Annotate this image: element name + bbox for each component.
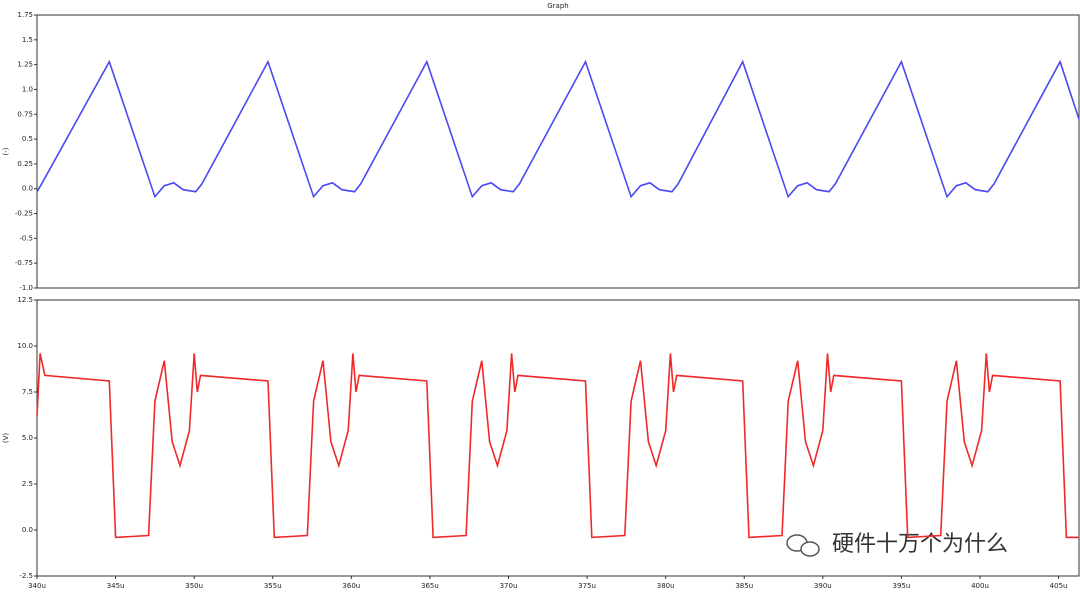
y-tick-label: 0.5 <box>22 135 33 143</box>
y-axis-label: (V) <box>2 433 10 444</box>
y-tick-label: -0.25 <box>15 210 33 218</box>
x-tick-label: 370u <box>500 582 518 590</box>
watermark: 硬件十万个为什么 <box>832 532 1008 557</box>
y-tick-label: 7.5 <box>22 388 33 396</box>
y-tick-label: 0.25 <box>17 160 33 168</box>
y-tick-label: 0.75 <box>17 110 33 118</box>
y-tick-label: 0.0 <box>22 185 33 193</box>
y-tick-label: 1.5 <box>22 36 33 44</box>
series-line <box>36 59 1080 199</box>
y-tick-label: -0.75 <box>15 259 33 267</box>
y-axis-label: (-) <box>2 147 10 155</box>
x-tick-label: 400u <box>971 582 989 590</box>
y-tick-label: -2.5 <box>19 572 33 580</box>
y-tick-label: 1.75 <box>17 11 33 19</box>
x-tick-label: 360u <box>342 582 360 590</box>
x-tick-label: 395u <box>892 582 910 590</box>
x-tick-label: 345u <box>107 582 125 590</box>
y-tick-label: 2.5 <box>22 480 33 488</box>
watermark-icon <box>786 534 820 557</box>
x-tick-label: 350u <box>185 582 203 590</box>
y-tick-label: -1.0 <box>19 284 33 292</box>
x-tick-label: 365u <box>421 582 439 590</box>
x-tick-label: 375u <box>578 582 596 590</box>
y-tick-label: 5.0 <box>22 434 33 442</box>
y-tick-label: 1.25 <box>17 61 33 69</box>
x-tick-label: 355u <box>264 582 282 590</box>
y-tick-label: -0.5 <box>19 234 33 242</box>
x-tick-label: 380u <box>657 582 675 590</box>
chart-title: Graph <box>547 2 568 10</box>
plot-frame <box>36 14 1080 289</box>
x-tick-label: 340u <box>28 582 46 590</box>
y-tick-label: 12.5 <box>17 296 33 304</box>
x-tick-label: 405u <box>1050 582 1068 590</box>
y-tick-label: 10.0 <box>17 342 33 350</box>
x-tick-label: 385u <box>735 582 753 590</box>
series-line <box>36 353 1079 539</box>
x-tick-label: 390u <box>814 582 832 590</box>
y-tick-label: 1.0 <box>22 85 33 93</box>
y-tick-label: 0.0 <box>22 526 33 534</box>
